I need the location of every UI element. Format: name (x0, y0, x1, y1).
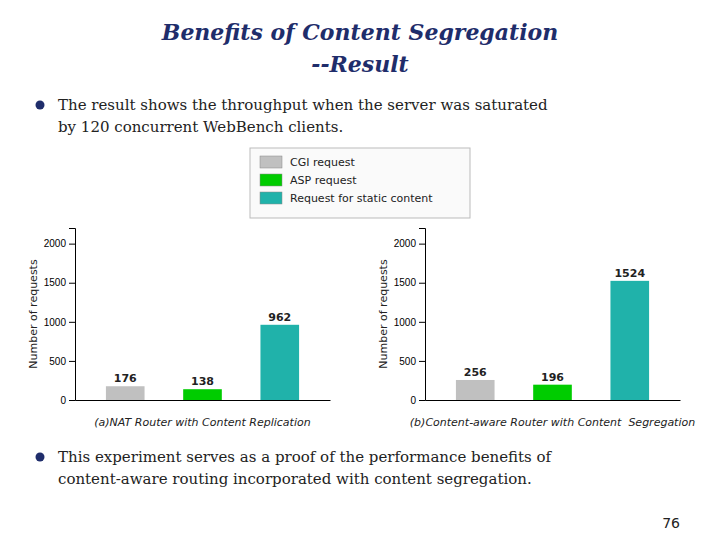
chart-title: (b)Content-aware Router with Content Seg… (410, 416, 695, 429)
legend-swatch (260, 156, 282, 168)
y-tick-mark (419, 400, 425, 401)
x-axis (76, 400, 331, 401)
y-tick-mark (69, 283, 75, 284)
y-tick: 500 (49, 356, 75, 367)
y-axis-line (69, 229, 76, 401)
data-label: 176 (114, 372, 137, 385)
x-axis-line (426, 400, 681, 401)
bullet-dot (36, 101, 45, 110)
legend-swatch (260, 174, 282, 186)
legend-label: Request for static content (290, 192, 433, 205)
bars (106, 325, 299, 400)
data-label: 962 (268, 311, 291, 324)
legend-item: ASP request (260, 174, 357, 187)
y-tick: 1500 (394, 277, 425, 288)
data-label: 1524 (614, 267, 645, 280)
legend-item: CGI request (260, 156, 355, 169)
chart: 0 500 1000 1500 2000 Number of requests 176 138… (27, 229, 331, 430)
y-tick-mark (69, 322, 75, 323)
bullet-dot (36, 453, 45, 462)
y-tick: 1000 (394, 317, 425, 328)
x-axis (426, 400, 681, 401)
data-label: 196 (541, 371, 564, 384)
data-label: 138 (191, 375, 214, 388)
y-tick: 2000 (44, 238, 75, 249)
y-tick-mark (419, 244, 425, 245)
y-tick: 500 (399, 356, 425, 367)
y-tick: 0 (410, 395, 425, 406)
bar (106, 386, 145, 400)
y-tick-label: 1000 (394, 317, 417, 328)
y-tick-label: 1500 (44, 277, 67, 288)
y-label: Number of requests (27, 259, 40, 369)
y-tick: 1500 (44, 277, 75, 288)
y-tick: 2000 (394, 238, 425, 249)
chart-title: (a)NAT Router with Content Replication (94, 416, 310, 429)
y-label: Number of requests (377, 259, 390, 369)
bars (456, 281, 649, 400)
legend-swatch (260, 192, 282, 204)
bullet-text: content-aware routing incorporated with … (58, 470, 532, 488)
bullet-text: The result shows the throughput when the… (58, 96, 548, 114)
bar (456, 380, 495, 400)
legend-item: Request for static content (260, 192, 433, 205)
legend-box (250, 148, 470, 218)
y-tick-label: 2000 (44, 238, 67, 249)
y-tick-label: 500 (49, 356, 66, 367)
y-tick-label: 1500 (394, 277, 417, 288)
legend-label: CGI request (290, 156, 355, 169)
y-axis: 0 500 1000 1500 2000 (44, 229, 76, 406)
bullet-text: by 120 concurrent WebBench clients. (58, 118, 343, 136)
page-number: 76 (662, 515, 680, 531)
y-tick-label: 2000 (394, 238, 417, 249)
y-tick-mark (419, 322, 425, 323)
y-tick-mark (69, 361, 75, 362)
legend: CGI request ASP request Request for static… (250, 148, 470, 218)
y-tick-mark (69, 400, 75, 401)
bar (260, 325, 299, 400)
bar (533, 385, 572, 400)
y-tick-label: 0 (60, 395, 66, 406)
title: Benefits of Content Segregation (161, 19, 558, 45)
y-tick-mark (419, 283, 425, 284)
subtitle: --Result (311, 51, 408, 77)
bar (610, 281, 649, 400)
y-tick-mark (419, 361, 425, 362)
y-tick-label: 500 (399, 356, 416, 367)
y-axis-line (419, 229, 426, 401)
bullet-text: This experiment serves as a proof of the… (58, 448, 553, 466)
x-axis-line (76, 400, 331, 401)
bar (183, 389, 222, 400)
y-axis: 0 500 1000 1500 2000 (394, 229, 426, 406)
y-tick-mark (69, 244, 75, 245)
slide: Benefits of Content Segregation --Result T… (0, 0, 720, 540)
y-tick: 1000 (44, 317, 75, 328)
data-labels: 176 138 962 (114, 311, 292, 388)
data-labels: 256 196 1524 (464, 267, 646, 384)
y-tick-label: 0 (410, 395, 416, 406)
data-label: 256 (464, 366, 487, 379)
chart: 0 500 1000 1500 2000 Number of requests 256 196… (377, 229, 695, 430)
y-tick-label: 1000 (44, 317, 67, 328)
y-tick: 0 (60, 395, 75, 406)
legend-label: ASP request (290, 174, 357, 187)
